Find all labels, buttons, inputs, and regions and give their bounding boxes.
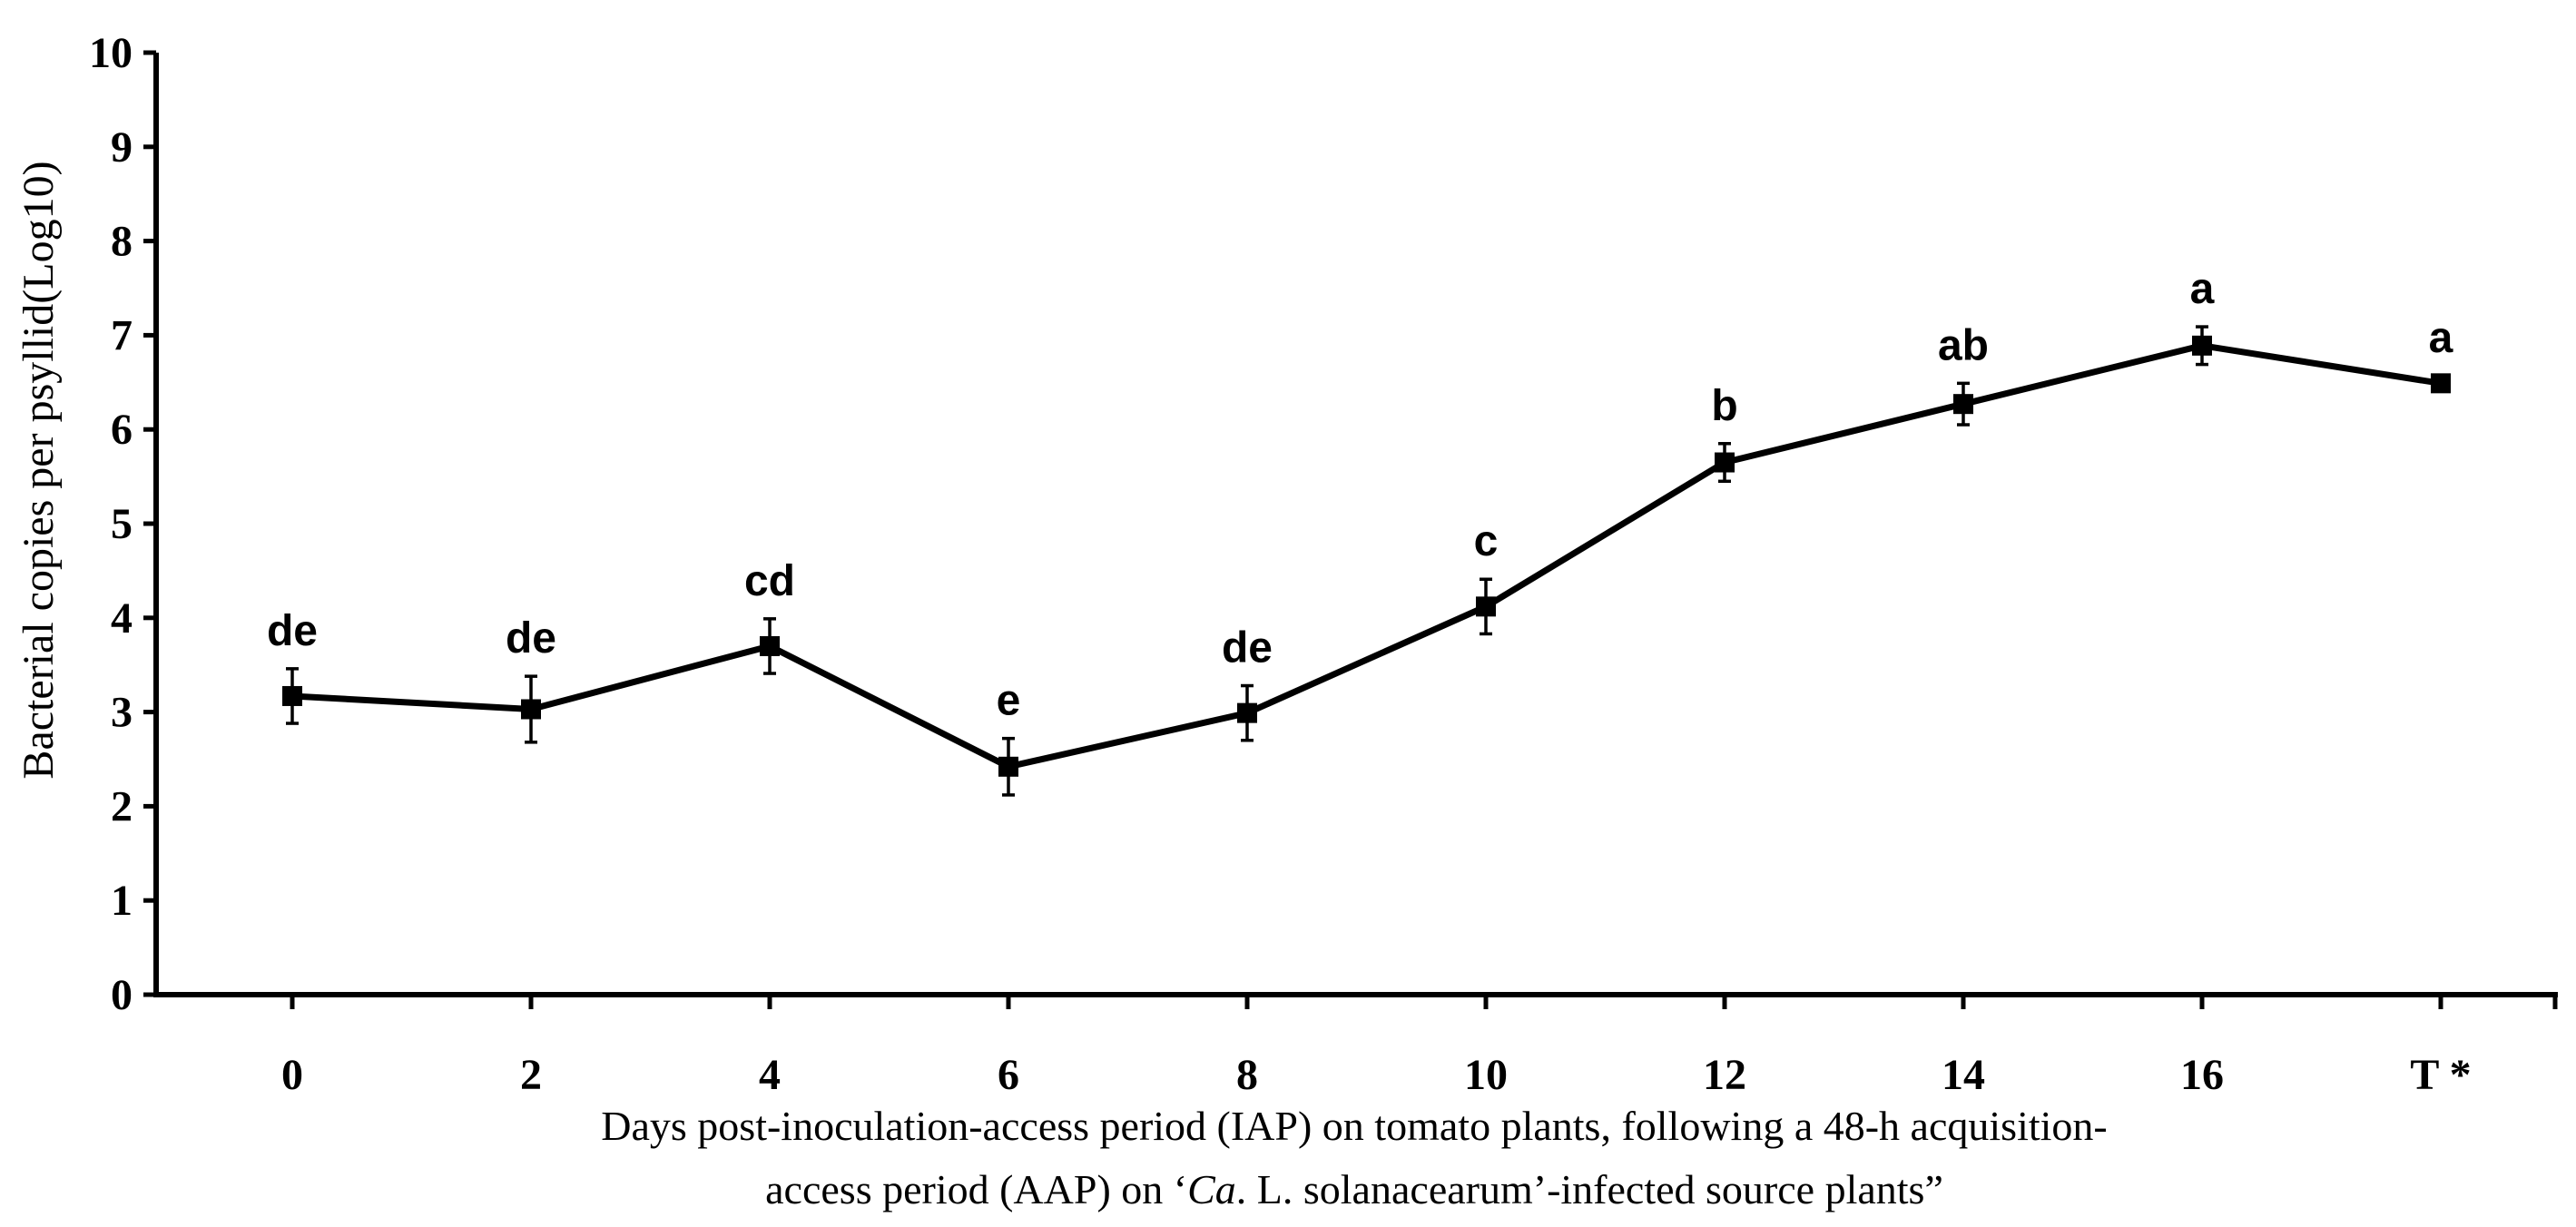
x-tick-label: 6 xyxy=(998,1051,1019,1099)
data-point xyxy=(521,699,541,720)
x-axis-title-line2-italic: Ca xyxy=(1187,1166,1236,1212)
y-tick-label: 8 xyxy=(111,218,133,266)
x-tick-label: 10 xyxy=(1464,1051,1508,1099)
x-tick-label: 8 xyxy=(1236,1051,1258,1099)
x-axis-title-line2-end: . L. solanacearum’-infected source plant… xyxy=(1236,1166,1943,1212)
significance-label: ab xyxy=(1938,321,1989,369)
significance-label: cd xyxy=(744,557,795,605)
significance-label: a xyxy=(2190,265,2215,313)
data-point xyxy=(1953,394,1973,415)
data-point xyxy=(2192,335,2212,356)
error-bars xyxy=(286,325,2447,797)
y-tick-label: 9 xyxy=(111,123,133,172)
significance-label: de xyxy=(1222,624,1273,672)
y-tick-label: 0 xyxy=(111,971,133,1019)
x-tick-label: 14 xyxy=(1942,1051,1985,1099)
data-markers xyxy=(282,335,2451,777)
data-point xyxy=(1476,596,1496,617)
y-tick-label: 4 xyxy=(111,594,133,643)
data-point xyxy=(1715,452,1735,473)
x-axis-title-line2-start: access period (AAP) on ‘ xyxy=(765,1166,1187,1212)
x-tick-label: 12 xyxy=(1703,1051,1746,1099)
data-point xyxy=(998,756,1018,777)
series-line xyxy=(291,342,2442,771)
x-tick-label: 16 xyxy=(2180,1051,2224,1099)
significance-label: de xyxy=(506,614,556,663)
significance-label: c xyxy=(1474,517,1499,565)
significance-label: a xyxy=(2429,314,2453,362)
significance-label: e xyxy=(997,677,1021,725)
x-tick-label: T * xyxy=(2410,1051,2471,1099)
x-tick-label: 4 xyxy=(759,1051,781,1099)
y-tick-label: 5 xyxy=(111,500,133,548)
data-point xyxy=(282,685,302,706)
significance-label: de xyxy=(267,607,318,655)
y-tick-label: 2 xyxy=(111,782,133,830)
significance-labels: de de cd e de c b ab a a xyxy=(267,265,2453,725)
x-axis-title-line2: access period (AAP) on ‘Ca. L. solanacea… xyxy=(765,1166,1943,1212)
y-axis-title: Bacterial copies per psyllid(Log10) xyxy=(15,161,63,779)
y-tick-label: 3 xyxy=(111,689,133,737)
y-tick-label: 6 xyxy=(111,406,133,454)
data-point xyxy=(760,635,780,656)
x-tick-label: 2 xyxy=(520,1051,542,1099)
x-axis: 0 2 4 6 8 10 12 14 16 T * xyxy=(153,992,2558,1099)
data-point xyxy=(1237,702,1257,723)
x-axis-title-line1: Days post-inoculation-access period (IAP… xyxy=(601,1103,2107,1149)
significance-label: b xyxy=(1711,382,1737,430)
data-point xyxy=(2431,373,2451,394)
y-tick-label: 10 xyxy=(89,29,133,77)
series-lines xyxy=(291,342,2442,771)
y-tick-label: 1 xyxy=(111,877,133,925)
x-tick-label: 0 xyxy=(281,1051,303,1099)
y-tick-label: 7 xyxy=(111,311,133,359)
y-axis: 0 1 2 3 4 5 6 7 8 9 10 xyxy=(89,29,159,1019)
